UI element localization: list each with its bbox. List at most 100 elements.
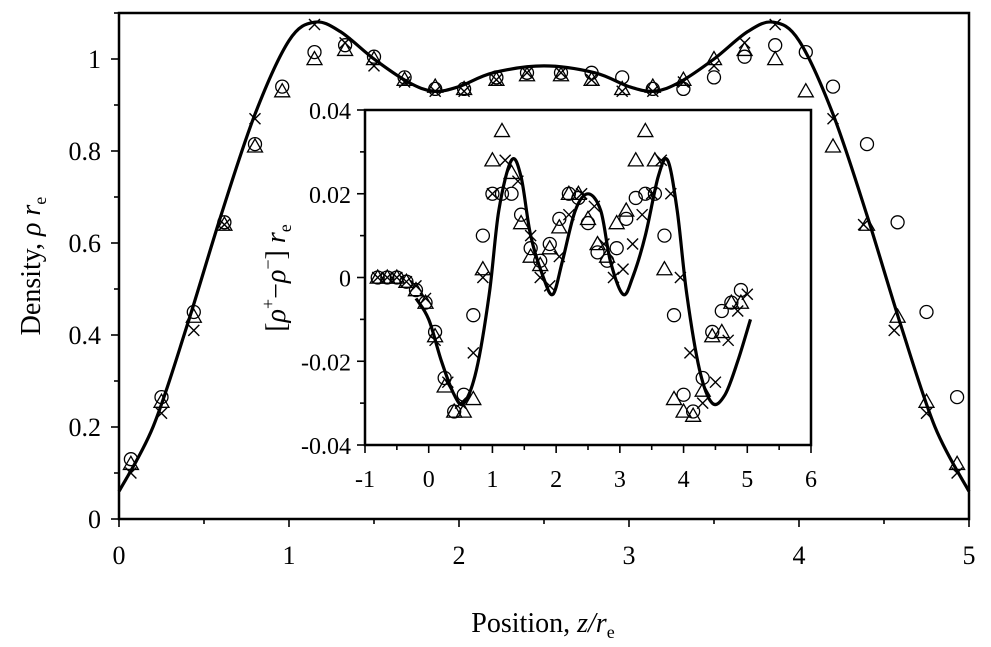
main-circle-point xyxy=(676,81,691,97)
inset-triangle-point xyxy=(560,184,578,201)
inset-triangle-point xyxy=(579,210,597,226)
main-cross-point xyxy=(249,112,261,125)
inset-triangle-point xyxy=(531,256,549,272)
inset-x-tick-label: 3 xyxy=(614,467,626,493)
inset-triangle-point xyxy=(436,377,454,393)
main-circle-point xyxy=(737,49,752,64)
main-cross-point xyxy=(490,73,503,86)
main-cross-point xyxy=(124,467,137,479)
inset-cross-point xyxy=(696,397,709,410)
inset-y-axis-title: [ρ+−ρ−] re xyxy=(258,224,295,332)
main-y-axis-title: Density, ρ re xyxy=(16,197,50,336)
inset-x-tick-label: 2 xyxy=(550,467,562,493)
inset-cross-point xyxy=(575,187,588,200)
main-circle-point xyxy=(154,389,169,405)
inset-cross-point xyxy=(467,346,480,359)
inset-cross-point xyxy=(454,397,467,410)
main-circle-point xyxy=(123,452,139,467)
inset-circle-point xyxy=(542,236,557,252)
inset-cross-point xyxy=(476,271,489,284)
inset-cross-point xyxy=(562,208,575,221)
main-triangle-point xyxy=(705,50,723,66)
inset-x-tick-label: 5 xyxy=(741,467,753,493)
inset-y-var3: r xyxy=(261,232,292,243)
main-circle-point xyxy=(645,81,660,97)
inset-x-tick-labels: -1 0 1 2 3 4 5 6 xyxy=(355,467,817,493)
inset-cross-point xyxy=(626,238,639,250)
inset-circle-point xyxy=(552,211,567,227)
inset-curve-layer xyxy=(414,157,753,407)
main-circle-point xyxy=(615,70,630,85)
main-triangle-point xyxy=(273,82,291,98)
main-circle-point xyxy=(825,79,841,94)
y-title-sub: e xyxy=(30,197,50,205)
inset-y-sup1: + xyxy=(258,299,278,309)
inset-cross-point xyxy=(683,346,696,359)
main-x-tick-label: 3 xyxy=(623,541,636,570)
main-x-tick-label: 1 xyxy=(283,541,296,570)
inset-background xyxy=(365,110,811,445)
main-triangle-point xyxy=(215,215,234,231)
main-x-tick-labels: 0 1 2 3 4 5 xyxy=(113,541,976,570)
inset-triangle-point xyxy=(617,201,635,217)
inset-y-var1: ρ xyxy=(261,309,292,323)
main-y-tick-label: 0.4 xyxy=(69,321,102,350)
main-y-tick-labels: 0 0.2 0.4 0.6 0.8 1 xyxy=(69,45,102,534)
inset-cross-point xyxy=(499,154,512,167)
inset-cross-point xyxy=(722,334,735,347)
inset-x-tick-label: -1 xyxy=(355,467,375,493)
inset-cross-point xyxy=(636,208,649,221)
inset-circle-point xyxy=(647,186,663,201)
main-marker-layer xyxy=(122,18,966,479)
inset-circle-point xyxy=(685,404,701,419)
inset-y-open: [ xyxy=(261,322,292,331)
main-cross-point xyxy=(616,85,629,98)
inset-cross-point xyxy=(486,187,499,200)
main-triangle-point xyxy=(948,454,966,471)
inset-triangle-point xyxy=(464,390,482,406)
main-triangle-point xyxy=(336,40,354,57)
inset-cross-point xyxy=(429,334,442,347)
main-cross-point xyxy=(368,59,380,72)
main-cross-point xyxy=(155,407,168,420)
main-cross-point xyxy=(827,112,839,125)
inset-y-tick-label: 0 xyxy=(339,267,351,293)
main-triangle-point xyxy=(582,70,601,86)
main-triangle-point xyxy=(518,66,536,82)
inset-plot: -1 0 1 2 3 4 5 6 -0.04 -0.02 0 0.02 0.04 xyxy=(301,99,817,493)
inset-triangle-point xyxy=(694,381,712,397)
inset-cross-point xyxy=(390,271,403,284)
inset-cross-point xyxy=(381,271,394,284)
main-cross-point xyxy=(521,66,533,79)
main-x-tick-label: 5 xyxy=(963,541,976,570)
inset-cross-point xyxy=(400,275,413,288)
inset-y-tick-label: 0.02 xyxy=(309,183,351,209)
inset-triangle-point xyxy=(646,151,664,167)
inset-triangle-point xyxy=(483,151,502,167)
inset-cross-point xyxy=(645,187,658,200)
inset-circle-point xyxy=(494,186,510,201)
main-circle-point xyxy=(859,136,875,152)
inset-triangle-point xyxy=(550,218,568,234)
x-title-main: Position, xyxy=(471,608,577,639)
inset-circle-point xyxy=(657,228,672,243)
main-y-tick-label: 1 xyxy=(88,45,101,74)
inset-triangle-point xyxy=(636,122,654,138)
main-circle-point xyxy=(890,215,905,230)
inset-y-tick-label: -0.04 xyxy=(301,434,351,460)
main-x-tick-label: 4 xyxy=(793,541,806,570)
main-circle-point xyxy=(706,70,722,85)
inset-circle-point xyxy=(705,324,720,340)
inset-triangle-point xyxy=(674,402,693,418)
inset-triangle-point xyxy=(493,122,511,138)
main-axis-ticks xyxy=(111,12,970,527)
inset-cross-point xyxy=(607,271,620,284)
inset-cross-point xyxy=(553,250,566,263)
inset-circle-point xyxy=(427,324,443,340)
main-circle-point xyxy=(798,44,813,60)
inset-cross-point xyxy=(597,238,610,250)
inset-circle-point xyxy=(628,190,643,206)
x-title-sub: e xyxy=(607,622,615,642)
inset-cross-point xyxy=(617,263,630,276)
main-y-tick-label: 0.8 xyxy=(69,137,102,166)
